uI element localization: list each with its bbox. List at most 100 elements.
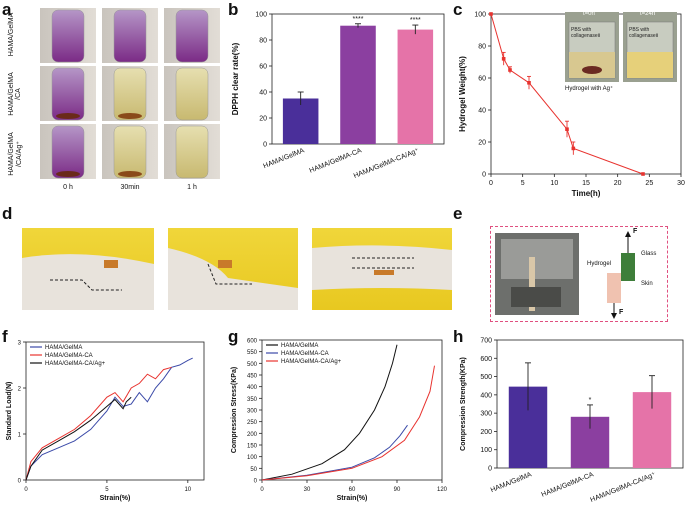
skin-adhesion-photos xyxy=(22,228,452,310)
y-tick-label: 80 xyxy=(259,38,267,45)
inset-t24: t=24h xyxy=(640,11,656,17)
chart-g-compression-stress: 050100150200250300350400450500550600Comp… xyxy=(231,339,448,503)
x-tick-label: 30 xyxy=(304,487,311,493)
chart-c-hydrogel-weight: 0 20 40 60 80 100 Hydrogel Weight(%) 0 5 10 15 20 25… xyxy=(458,12,685,199)
col-label-0h: 0 h xyxy=(63,184,73,191)
y-tick-label: 200 xyxy=(480,429,492,436)
y-tick-label: 100 xyxy=(480,447,492,454)
category-label: HAMA/GelMA xyxy=(490,471,533,494)
x-tick-label: 0 xyxy=(489,180,493,187)
y-axis-label: Compression Strength(KPa) xyxy=(460,357,467,451)
y-tick-label: 400 xyxy=(480,392,492,399)
inset-vial-text-1: PBS with collagenaseⅡ xyxy=(571,27,601,39)
panel-e-box: F F Glass Hydrogel Skin xyxy=(490,226,668,322)
row-label-1: HAMA/GelMA xyxy=(8,12,15,57)
x-tick-label: 0 xyxy=(24,487,28,493)
x-tick-label: 15 xyxy=(582,180,590,187)
y-tick-label: 50 xyxy=(250,467,257,473)
x-tick-label: 5 xyxy=(105,487,109,493)
category-label: HAMA/GelMA-CA xyxy=(309,147,363,174)
col-label-1h: 1 h xyxy=(187,184,197,191)
category-label: HAMA/GelMA-CA xyxy=(541,471,595,498)
x-tick-label: 30 xyxy=(677,180,685,187)
chart-f-load-strain: 0 1 2 3 Standard Load(N) 0 5 10 Strain(%) HAMA/Ge… xyxy=(6,341,205,502)
y-tick-label: 100 xyxy=(474,12,486,19)
x-tick-label: 90 xyxy=(394,487,401,493)
x-tick-label: 5 xyxy=(521,180,525,187)
legend-label: HAMA/GelMA-CA xyxy=(45,353,93,359)
y-tick-label: 40 xyxy=(259,90,267,97)
y-axis-label: Standard Load(N) xyxy=(6,382,13,441)
y-tick-label: 500 xyxy=(480,374,492,381)
y-axis-label: Hydrogel Weight(%) xyxy=(458,56,467,132)
y-tick-label: 550 xyxy=(247,350,258,356)
series-line-3 xyxy=(25,396,132,481)
y-tick-label: 250 xyxy=(247,420,258,426)
panel-a-photo-grid xyxy=(40,8,220,180)
y-tick-label: 60 xyxy=(259,64,267,71)
y-tick-label: 80 xyxy=(478,44,486,51)
data-point xyxy=(565,127,569,131)
bar-3 xyxy=(397,29,434,145)
inset-t0: t=0h xyxy=(583,11,595,17)
y-tick-label: 20 xyxy=(478,140,486,147)
category-label: HAMA/GelMA xyxy=(262,147,305,170)
x-tick-label: 120 xyxy=(437,487,448,493)
significance-label: **** xyxy=(410,17,421,24)
series-line-3 xyxy=(261,365,435,481)
hydrogel-label: Hydrogel xyxy=(587,261,612,267)
series-line-2 xyxy=(261,424,408,481)
y-tick-label: 3 xyxy=(18,341,22,347)
panel-letter-g: g xyxy=(228,327,239,346)
data-point xyxy=(527,81,531,85)
x-tick-label: 20 xyxy=(614,180,622,187)
chart-b-dpph: 0 20 40 60 80 100 DPPH clear rate(%) HAMA/GelMA… xyxy=(231,12,445,180)
x-axis-label: Strain(%) xyxy=(337,495,368,502)
panel-letter-h: h xyxy=(453,327,464,346)
legend-label: HAMA/GelMA xyxy=(281,343,318,349)
significance-label: **** xyxy=(353,16,364,23)
plot-frame xyxy=(25,341,205,481)
x-tick-label: 10 xyxy=(550,180,558,187)
legend-label: HAMA/GelMA-CA/Ag+ xyxy=(281,359,342,365)
y-tick-label: 0 xyxy=(482,172,486,179)
data-point xyxy=(641,172,645,176)
data-point xyxy=(489,12,493,16)
panel-letter-f: f xyxy=(2,327,8,346)
y-tick-label: 2 xyxy=(18,387,22,393)
force-top-label: F xyxy=(633,228,638,235)
y-axis-label: Compression Stress(KPa) xyxy=(231,367,238,453)
y-tick-label: 0 xyxy=(263,142,267,149)
data-point xyxy=(501,57,506,61)
y-tick-label: 40 xyxy=(478,108,486,115)
y-tick-label: 100 xyxy=(247,455,258,461)
data-point xyxy=(508,68,512,72)
x-tick-label: 60 xyxy=(349,487,356,493)
panel-e-setup xyxy=(495,231,635,319)
x-tick-label: 10 xyxy=(184,487,191,493)
x-axis-label: Time(h) xyxy=(572,189,601,198)
category-label: HAMA/GelMA-CA/Ag⁺ xyxy=(589,471,657,504)
force-bottom-label: F xyxy=(619,309,624,316)
vial-photos xyxy=(40,8,220,179)
inset-caption: Hydrogel with Ag⁺ xyxy=(565,86,614,92)
data-point xyxy=(571,146,576,151)
panel-letter-c: c xyxy=(453,0,463,19)
col-label-30min: 30min xyxy=(120,184,140,191)
series-line-1 xyxy=(25,357,193,481)
y-tick-label: 0 xyxy=(254,479,258,485)
y-tick-label: 450 xyxy=(247,374,258,380)
y-tick-label: 300 xyxy=(247,409,258,415)
inset-vial-text-2: PBS with collagenaseⅡ xyxy=(629,27,659,39)
chart-h-compression-strength: 0 100 200 300 400 500 600 700 Compression Streng… xyxy=(460,338,684,504)
x-tick-label: 25 xyxy=(645,180,653,187)
y-tick-label: 400 xyxy=(247,385,258,391)
legend-label: HAMA/GelMA-CA/Ag+ xyxy=(45,361,106,367)
significance-label: * xyxy=(589,397,592,404)
y-tick-label: 150 xyxy=(247,444,258,450)
category-label: HAMA/GelMA-CA/Ag⁺ xyxy=(353,147,421,180)
y-tick-label: 60 xyxy=(478,76,486,83)
row-label-3: HAMA/GelMA /CA/Ag⁺ xyxy=(8,132,23,176)
y-tick-label: 0 xyxy=(18,479,22,485)
series-line-1 xyxy=(261,344,398,481)
